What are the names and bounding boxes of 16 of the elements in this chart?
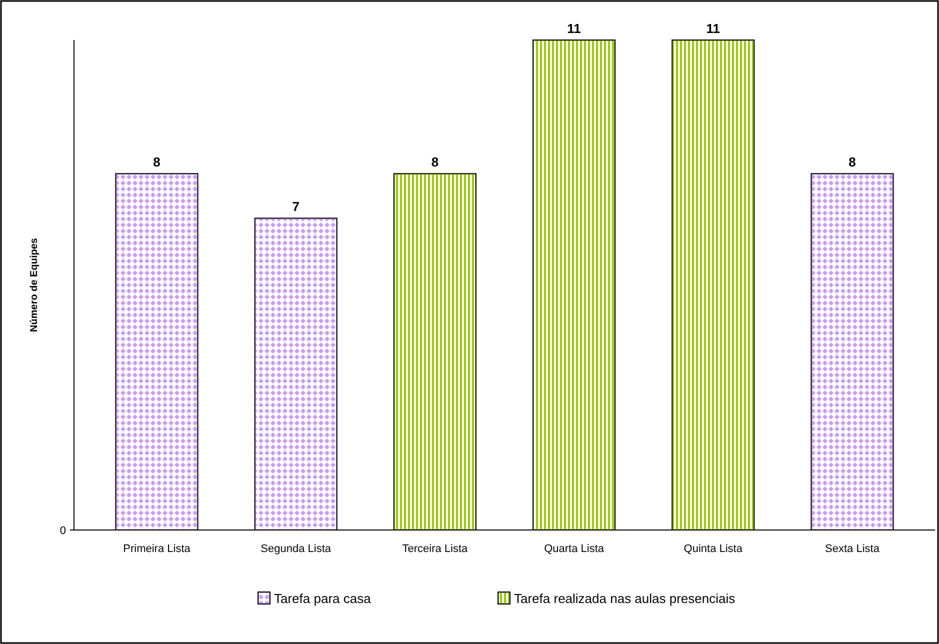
x-tick-label: Terceira Lista (402, 543, 469, 555)
x-tick-label: Segunda Lista (260, 543, 332, 555)
data-label: 8 (153, 154, 160, 170)
legend-label: Tarefa realizada nas aulas presenciais (514, 591, 736, 606)
legend-label: Tarefa para casa (274, 591, 372, 606)
x-tick-label: Quarta Lista (544, 543, 605, 555)
x-tick-label: Quinta Lista (684, 543, 744, 555)
x-tick-label: Sexta Lista (825, 543, 880, 555)
x-tick-label: Primeira Lista (123, 543, 192, 555)
text: 0 (60, 525, 66, 537)
data-label: 11 (567, 21, 581, 36)
data-label: 8 (848, 154, 856, 170)
data-label: 8 (431, 154, 439, 170)
data-label: 7 (292, 199, 300, 214)
data-label: 11 (706, 21, 720, 36)
y-axis-title: Número de Equipes (29, 238, 40, 332)
